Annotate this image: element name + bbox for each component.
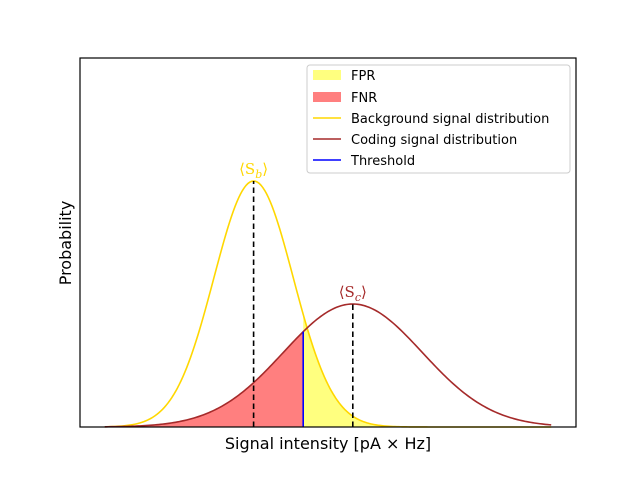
- fpr-area: [303, 314, 552, 427]
- coding-mean-label: ⟨Sc⟩: [339, 283, 367, 304]
- x-axis-label: Signal intensity [pA × Hz]: [225, 434, 431, 453]
- coding-mean-label-suffix: ⟩: [361, 283, 367, 301]
- legend-label-fnr: FNR: [351, 91, 377, 106]
- legend-swatch-fpr: [313, 70, 341, 80]
- background-mean-label: ⟨Sb⟩: [239, 160, 268, 181]
- legend-box: [306, 64, 571, 174]
- legend-label-coding: Coding signal distribution: [351, 133, 517, 148]
- legend: FPR FNR Background signal distribution C…: [306, 64, 571, 174]
- legend-swatch-fnr: [313, 92, 341, 102]
- legend-label-background: Background signal distribution: [351, 112, 549, 127]
- background-mean-label-suffix: ⟩: [262, 160, 268, 178]
- fnr-area: [104, 331, 304, 427]
- axes-frame: [79, 57, 577, 428]
- coding-mean-label-main: ⟨S: [339, 283, 355, 301]
- background-mean-label-main: ⟨S: [239, 160, 255, 178]
- y-axis-label: Probability: [56, 201, 75, 286]
- legend-label-fpr: FPR: [351, 69, 375, 84]
- legend-label-threshold: Threshold: [350, 154, 415, 169]
- background-mean-label-sub: b: [255, 168, 262, 181]
- coding-mean-label-sub: c: [355, 291, 361, 304]
- coding-distribution-curve: [104, 303, 552, 428]
